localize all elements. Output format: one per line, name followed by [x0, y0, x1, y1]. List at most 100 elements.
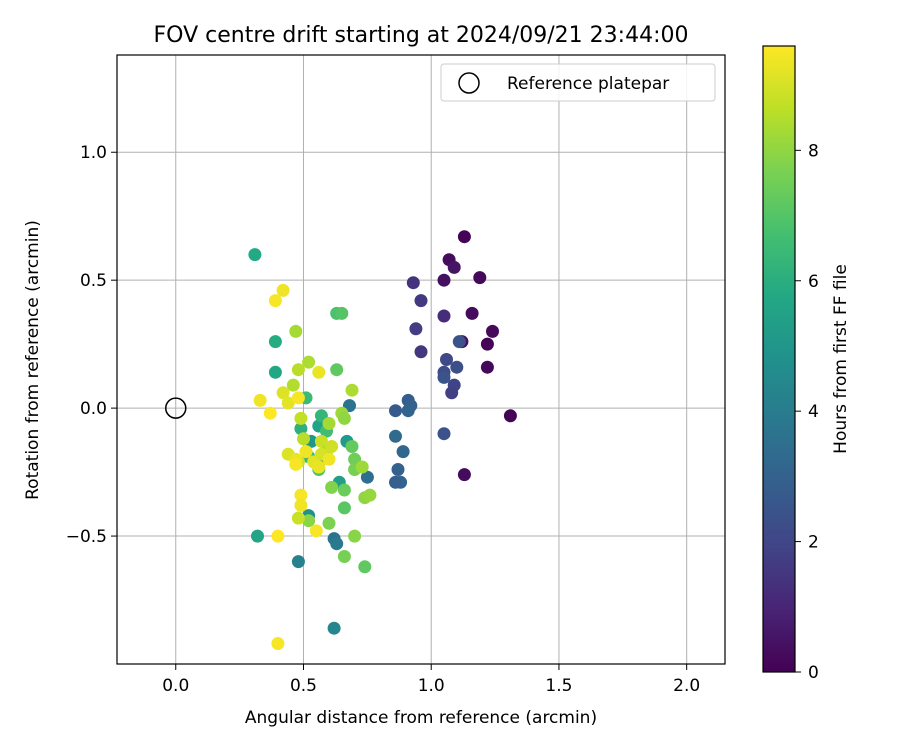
data-point — [345, 440, 359, 453]
data-point — [486, 324, 499, 338]
chart-title: FOV centre drift starting at 2024/09/21 … — [154, 23, 689, 48]
data-point — [396, 445, 410, 459]
data-point — [289, 324, 303, 338]
plot-frame — [116, 54, 726, 665]
data-point — [389, 404, 402, 418]
colorbar-tick-label: 2 — [808, 533, 819, 553]
data-point — [437, 273, 451, 287]
x-axis-label: Angular distance from reference (arcmin) — [245, 708, 597, 728]
data-point — [325, 440, 339, 453]
colorbar-tick-label: 6 — [808, 272, 819, 292]
data-point — [503, 409, 517, 423]
data-point — [360, 470, 374, 484]
legend-label: Reference platepar — [507, 74, 669, 94]
data-point — [291, 555, 305, 569]
y-axis-label: Rotation from reference (arcmin) — [23, 220, 43, 500]
y-tick-label: 0.0 — [80, 399, 107, 419]
data-point — [452, 335, 466, 349]
data-point — [312, 460, 326, 474]
data-point — [312, 365, 326, 379]
data-point — [291, 511, 305, 525]
data-point — [248, 248, 262, 262]
data-point — [251, 529, 264, 543]
colorbar-tick-label: 4 — [808, 402, 819, 422]
data-point — [276, 386, 290, 400]
data-point — [263, 406, 277, 420]
data-point — [437, 370, 451, 384]
data-point — [337, 501, 351, 515]
data-point — [414, 294, 428, 308]
x-axis-ticks: 0.0 0.5 1.0 1.5 2.0 — [162, 664, 700, 696]
data-point — [268, 335, 282, 349]
data-point — [294, 488, 308, 502]
legend-box — [440, 63, 716, 102]
data-point — [457, 468, 471, 482]
colorbar-label: Hours from first FF file — [831, 264, 851, 454]
colorbar-tick-label: 8 — [808, 141, 819, 161]
colorbar-ticks: 0 2 4 6 8 — [795, 141, 819, 683]
data-point — [447, 260, 461, 274]
data-point — [271, 637, 285, 650]
data-point — [391, 463, 405, 476]
data-point — [401, 404, 415, 418]
data-point — [276, 283, 290, 297]
data-point — [358, 560, 372, 574]
data-point — [309, 524, 323, 538]
data-point — [322, 417, 336, 430]
legend-marker-icon — [458, 72, 480, 94]
data-point — [480, 337, 494, 351]
y-tick-label: 0.5 — [80, 271, 107, 291]
data-point — [327, 621, 341, 635]
legend: Reference platepar — [440, 63, 716, 102]
data-point — [445, 386, 459, 400]
reference-marker-layer — [165, 397, 187, 419]
x-tick-label: 1.5 — [545, 676, 572, 696]
reference-platepar-marker — [165, 397, 187, 419]
data-point — [294, 422, 308, 436]
data-point — [409, 322, 423, 336]
data-point — [389, 429, 402, 443]
data-point — [322, 452, 336, 466]
data-point — [281, 396, 295, 410]
data-point — [268, 294, 282, 308]
y-axis-ticks: −0.5 0.0 0.5 1.0 — [66, 143, 117, 547]
grid-lines — [117, 55, 725, 664]
x-tick-label: 2.0 — [673, 676, 700, 696]
data-point — [414, 345, 428, 359]
data-point — [253, 393, 267, 407]
y-tick-label: 1.0 — [80, 143, 107, 163]
data-point — [348, 529, 362, 543]
x-tick-label: 1.0 — [418, 676, 445, 696]
data-point — [330, 537, 344, 551]
data-point — [389, 475, 402, 489]
data-point — [465, 306, 479, 320]
data-point — [271, 529, 285, 543]
data-points — [248, 230, 517, 650]
data-point — [286, 378, 300, 392]
x-tick-label: 0.0 — [162, 676, 189, 696]
data-point — [363, 488, 377, 502]
data-point — [337, 483, 351, 497]
data-point — [291, 391, 305, 405]
data-point — [406, 276, 420, 290]
data-point — [335, 306, 349, 320]
data-point — [314, 434, 328, 448]
colorbar: 0 2 4 6 8 Hours from first FF file — [762, 45, 851, 683]
data-point — [437, 427, 451, 441]
data-point — [294, 498, 308, 512]
data-point — [302, 355, 316, 369]
data-point — [299, 445, 313, 459]
data-point — [457, 230, 471, 244]
colorbar-gradient — [762, 45, 796, 673]
data-point — [330, 363, 344, 377]
data-point — [297, 432, 310, 446]
data-point — [322, 516, 336, 530]
data-point — [289, 457, 303, 471]
x-tick-label: 0.5 — [290, 676, 317, 696]
data-point — [268, 365, 282, 379]
data-point — [294, 411, 308, 425]
data-point — [355, 460, 369, 474]
data-point — [450, 360, 464, 374]
